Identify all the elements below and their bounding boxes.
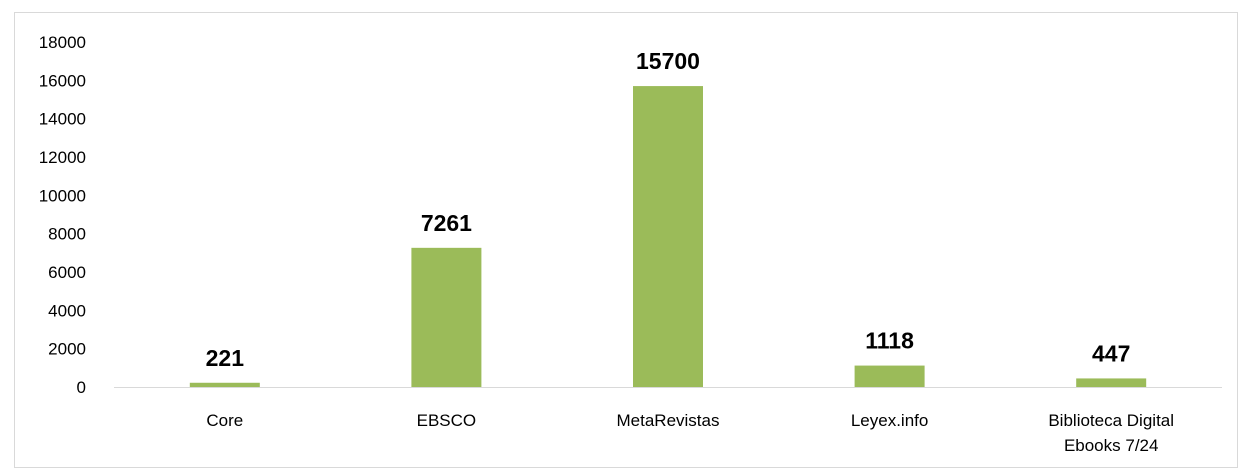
data-labels: 221 7261 15700 1118 447 [206, 48, 1131, 371]
y-axis-ticks: 0 2000 4000 6000 8000 10000 12000 14000 16000 180… [39, 33, 86, 397]
y-tick-label: 8000 [48, 225, 86, 244]
y-tick-label: 4000 [48, 301, 86, 320]
y-tick-label: 18000 [39, 33, 86, 52]
y-tick-label: 16000 [39, 71, 86, 90]
bar [189, 382, 260, 387]
y-tick-label: 14000 [39, 110, 86, 129]
y-tick-label: 0 [77, 378, 86, 397]
data-label: 447 [1092, 340, 1130, 366]
y-tick-label: 10000 [39, 186, 86, 205]
bar [411, 247, 482, 387]
bar [633, 86, 703, 387]
category-label: Leyex.info [851, 411, 929, 430]
data-label: 7261 [421, 210, 472, 236]
bars [189, 86, 1147, 387]
category-label: Ebooks 7/24 [1064, 436, 1159, 455]
bar [1076, 378, 1147, 387]
category-label: Core [206, 411, 243, 430]
category-label: EBSCO [417, 411, 477, 430]
category-label: Biblioteca Digital [1048, 411, 1174, 430]
y-tick-label: 6000 [48, 263, 86, 282]
data-label: 1118 [865, 328, 914, 354]
data-label: 15700 [636, 48, 700, 74]
y-tick-label: 12000 [39, 148, 86, 167]
y-tick-label: 2000 [48, 340, 86, 359]
bar [854, 365, 925, 387]
category-labels: Core EBSCO MetaRevistas Leyex.info Bibliotec… [206, 411, 1174, 455]
data-label: 221 [206, 345, 245, 371]
chart-frame [14, 12, 1238, 468]
category-label: MetaRevistas [617, 411, 720, 430]
